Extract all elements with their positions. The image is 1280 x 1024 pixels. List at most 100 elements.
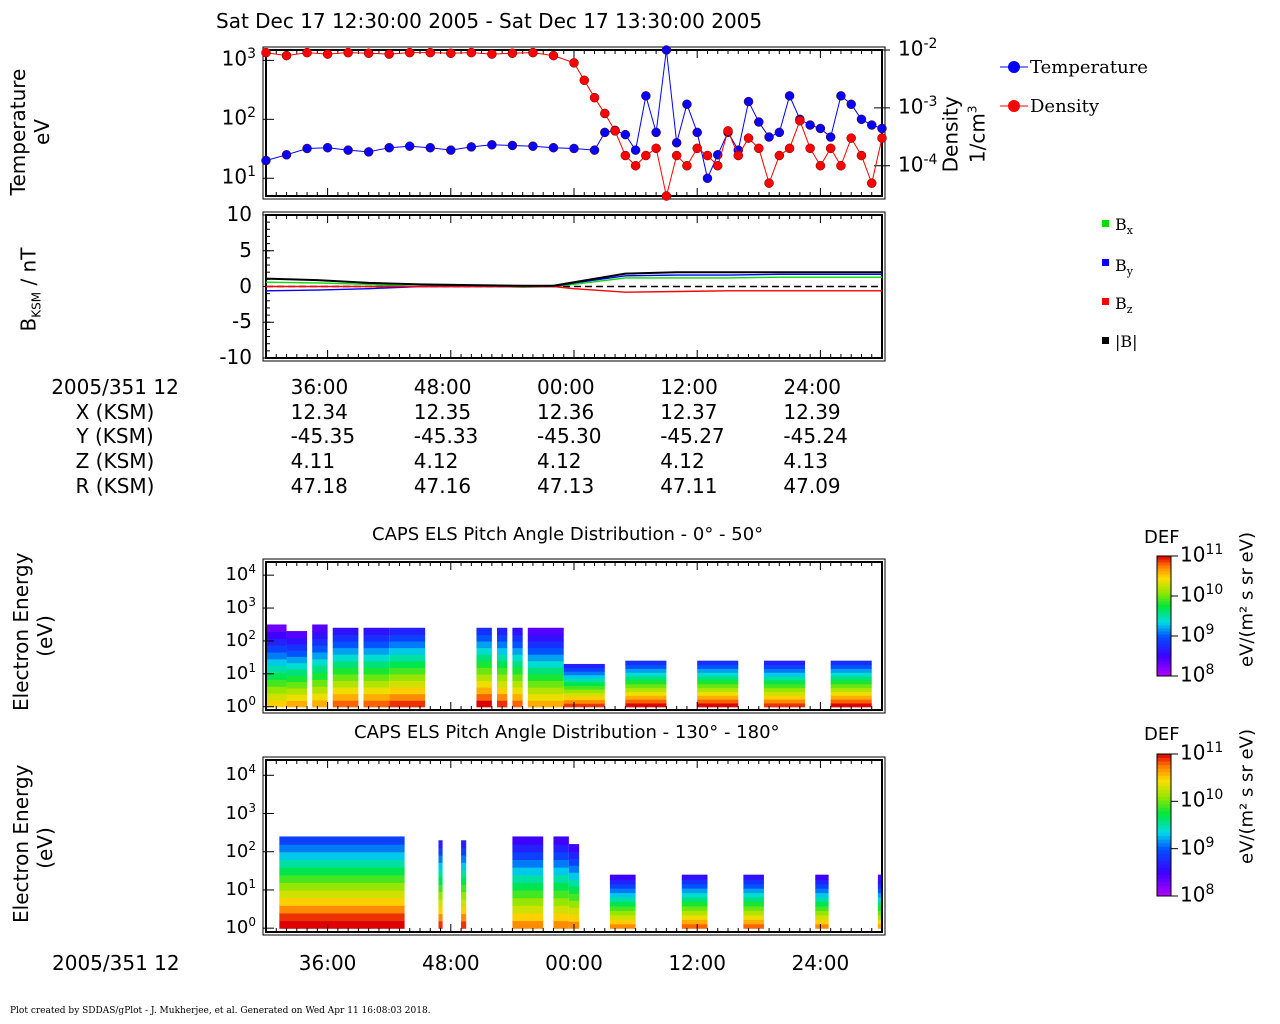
spectrogram-cell — [512, 874, 544, 883]
colorbar-cell — [1157, 825, 1171, 830]
colorbar-cell — [1157, 782, 1171, 787]
temperature-point — [446, 145, 456, 155]
spectrogram-cell — [527, 660, 564, 668]
density-point — [425, 47, 436, 58]
spectrogram-cell — [438, 876, 443, 885]
spectrogram-cell — [279, 836, 405, 845]
spectrogram-cell — [438, 862, 443, 871]
spectrogram-cell — [697, 668, 739, 673]
legend-by: By — [1115, 256, 1133, 279]
spectrogram-cell — [438, 891, 443, 900]
density-point — [261, 47, 271, 58]
spectrogram-cell — [363, 654, 390, 662]
spectrogram-cell — [332, 667, 359, 675]
spectrogram-cell — [763, 676, 805, 681]
spectrogram-cell — [389, 627, 426, 635]
colorbar-cell — [1157, 775, 1171, 780]
spectrogram-cell — [743, 905, 764, 911]
colorbar-cell — [1157, 764, 1171, 769]
temperature-point — [487, 140, 497, 150]
spectrogram-cell — [312, 699, 328, 708]
spectrogram-cell — [553, 897, 569, 906]
colorbar-cell — [1157, 846, 1171, 851]
spectrogram-cell — [815, 888, 829, 894]
ephemeris-value: 12.35 — [413, 399, 472, 424]
spectrogram-cell — [625, 687, 667, 692]
bfield-tick: 10 — [226, 202, 252, 226]
density-point — [795, 115, 805, 126]
density-point — [733, 150, 744, 161]
spectrogram-cell — [461, 906, 467, 915]
spectrogram-cell — [563, 667, 605, 672]
spectrogram-cell — [512, 667, 523, 675]
ephemeris-value: -45.33 — [413, 424, 479, 449]
colorbar-tick-label: 1011 — [1180, 542, 1224, 567]
spectrogram-cell — [389, 667, 426, 675]
legend-bx: Bx — [1115, 215, 1133, 238]
spectrogram-cell — [279, 920, 405, 929]
density-point — [569, 58, 579, 68]
spectrogram-cell — [527, 693, 564, 701]
spectrogram-cell — [497, 654, 508, 662]
spectrogram-cell — [332, 640, 359, 649]
density-point — [743, 133, 754, 143]
panel2-data — [265, 271, 882, 293]
spectrogram-cell — [830, 664, 872, 669]
density-point — [846, 133, 856, 143]
spectrogram1-data — [266, 624, 872, 708]
spectrogram-cell — [279, 851, 405, 860]
temperature-point — [805, 120, 815, 130]
temperature-point — [425, 142, 436, 153]
colorbar-cell — [1157, 817, 1171, 822]
colorbar-cell — [1157, 664, 1171, 668]
density-point — [671, 150, 682, 161]
spectrogram-cell — [266, 672, 287, 680]
spectrogram-cell — [497, 700, 508, 708]
temperature-point — [866, 120, 877, 130]
colorbar-cell — [1157, 670, 1171, 674]
spectrogram-cell — [332, 654, 359, 662]
spectrogram1-frame — [262, 558, 886, 714]
spectrogram-cell — [553, 920, 569, 929]
ephemeris-value: 12.34 — [290, 399, 348, 424]
spectrogram-cell — [363, 627, 390, 635]
spectrogram-cell — [279, 859, 405, 868]
density-point — [630, 160, 641, 171]
colorbar-cell — [1157, 871, 1171, 876]
temperature-point — [600, 127, 610, 138]
spectrogram-cell — [681, 901, 708, 907]
spectrogram-cell — [389, 647, 426, 655]
colorbar-cell — [1157, 655, 1171, 659]
spectrogram-cell — [609, 888, 636, 894]
spectrogram-cell — [279, 882, 405, 891]
colorbar-cell — [1157, 754, 1171, 759]
temperature-point — [630, 145, 641, 155]
density-point — [302, 47, 312, 58]
spectrogram-cell — [286, 643, 308, 651]
spectrogram-cell — [815, 896, 829, 903]
spectrogram-cell — [743, 888, 764, 894]
spectrogram-cell — [625, 679, 667, 685]
colorbar-cell — [1157, 832, 1171, 837]
spectrogram-cell — [563, 678, 605, 683]
spectrogram-cell — [312, 679, 328, 687]
spectrogram-cell — [743, 883, 764, 889]
density-point — [548, 50, 559, 61]
spectrogram-cell — [830, 679, 872, 685]
spectrogram-cell — [332, 634, 359, 642]
spectrogram-cell — [877, 914, 882, 920]
ephemeris-value: 12.39 — [783, 399, 841, 424]
ephemeris-value: 12.37 — [660, 399, 718, 424]
energy-tick: 102 — [225, 838, 256, 862]
spectrogram-cell — [553, 912, 569, 922]
spectrogram-cell — [461, 862, 467, 871]
spectrogram-cell — [697, 683, 739, 689]
spectrogram-cell — [332, 647, 359, 655]
spectrogram-cell — [553, 882, 569, 891]
colorbar-cell — [1157, 839, 1171, 844]
legend-marker — [1008, 61, 1020, 73]
density-point — [610, 126, 620, 136]
bfield-axis-label: BKSM / nT — [16, 247, 44, 332]
spectrogram-cell — [512, 851, 544, 860]
bfield-tick: -10 — [219, 345, 252, 369]
